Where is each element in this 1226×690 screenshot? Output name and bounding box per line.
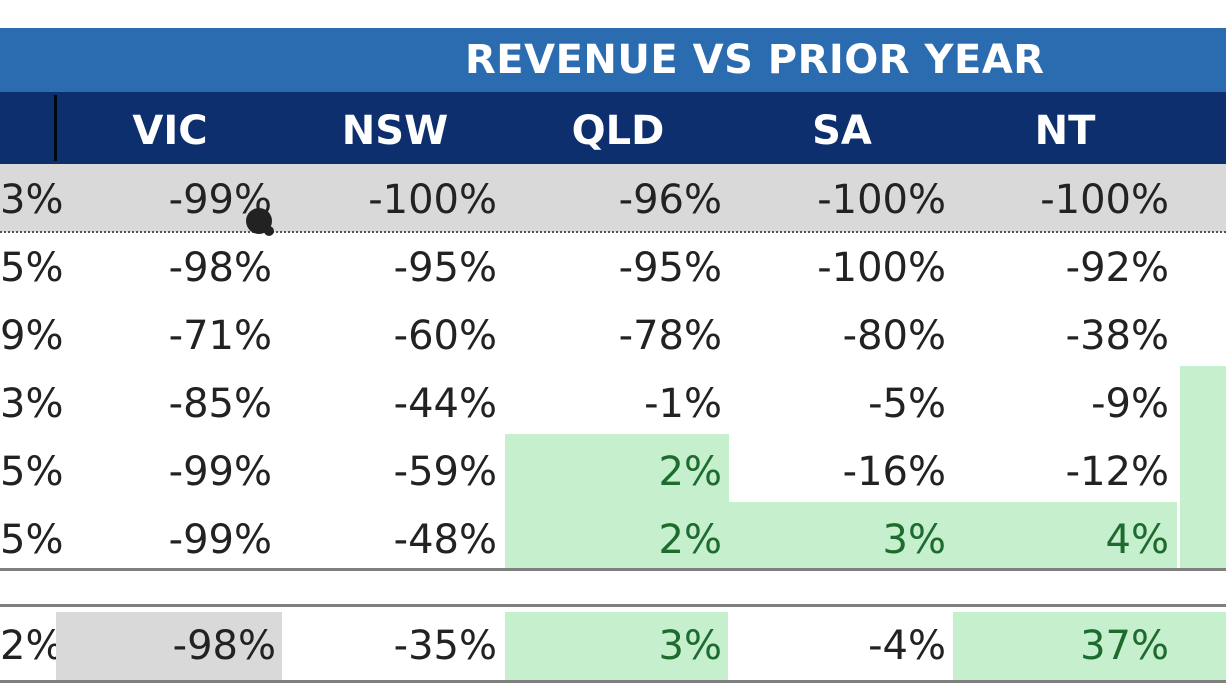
mouse-cursor-icon [246,208,274,236]
table-cell-positive[interactable]: 2% [658,449,722,495]
table-cell[interactable]: 5% [0,449,64,495]
positive-fill-nt [953,502,1177,568]
column-header-nsw[interactable]: NSW [341,108,449,154]
total-cell[interactable]: 2% [0,623,64,669]
positive-fill-sa [729,502,953,568]
total-cell-vic[interactable]: -98% [56,612,282,680]
table-cell-positive[interactable]: 4% [1105,517,1169,563]
table-cell[interactable]: -95% [393,245,497,291]
positive-fill-qld [505,434,729,568]
table-cell[interactable]: -99% [168,449,272,495]
column-header-nt[interactable]: NT [1034,108,1096,154]
column-header-row [0,92,1226,164]
table-cell[interactable]: -80% [842,313,946,359]
table-cell[interactable]: -38% [1065,313,1169,359]
title-band [0,28,1226,92]
table-banner-title: REVENUE VS PRIOR YEAR [465,37,1045,83]
total-cell-nt[interactable]: 37% [953,612,1226,680]
table-cell[interactable]: -85% [168,381,272,427]
table-cell[interactable]: 5% [0,245,64,291]
bottom-border [0,680,1226,683]
column-header-sa[interactable]: SA [812,108,872,154]
table-cell[interactable]: -59% [393,449,497,495]
table-cell[interactable]: -99% [168,517,272,563]
table-cell-positive[interactable]: 3% [882,517,946,563]
table-cell[interactable]: -100% [817,177,946,223]
selection-dotted-border [0,231,1226,233]
total-cell-sa[interactable]: -4% [868,623,946,669]
highlight-row-bg [0,164,730,232]
table-cell[interactable]: -1% [644,381,722,427]
highlight-row-bg [730,164,952,232]
table-cell[interactable]: -48% [393,517,497,563]
table-cell[interactable]: -100% [817,245,946,291]
table-cell[interactable]: -16% [842,449,946,495]
table-cell[interactable]: -95% [618,245,722,291]
table-cell[interactable]: -99% [168,177,272,223]
table-cell[interactable]: -92% [1065,245,1169,291]
positive-fill-next-col [1180,366,1226,568]
table-cell[interactable]: -100% [368,177,497,223]
table-cell[interactable]: -44% [393,381,497,427]
table-cell[interactable]: -96% [618,177,722,223]
table-cell[interactable]: -9% [1091,381,1169,427]
table-cell[interactable]: -5% [868,381,946,427]
table-cell[interactable]: 5% [0,517,64,563]
total-cell-nsw[interactable]: -35% [393,623,497,669]
table-cell[interactable]: 3% [0,177,64,223]
table-cell-positive[interactable]: 2% [658,517,722,563]
table-cell[interactable]: -71% [168,313,272,359]
highlight-row-bg [952,164,1226,232]
column-header-vic[interactable]: VIC [132,108,208,154]
column-header-qld[interactable]: QLD [571,108,665,154]
section-divider [0,568,1226,571]
top-gap [0,0,1226,28]
table-cell[interactable]: -12% [1065,449,1169,495]
table-cell[interactable]: 3% [0,381,64,427]
section-divider [0,604,1226,607]
header-divider [54,95,57,161]
table-cell[interactable]: -78% [618,313,722,359]
table-cell[interactable]: -60% [393,313,497,359]
total-cell-qld[interactable]: 3% [505,612,728,680]
table-cell[interactable]: -100% [1040,177,1169,223]
table-cell[interactable]: 9% [0,313,64,359]
table-cell[interactable]: -98% [168,245,272,291]
